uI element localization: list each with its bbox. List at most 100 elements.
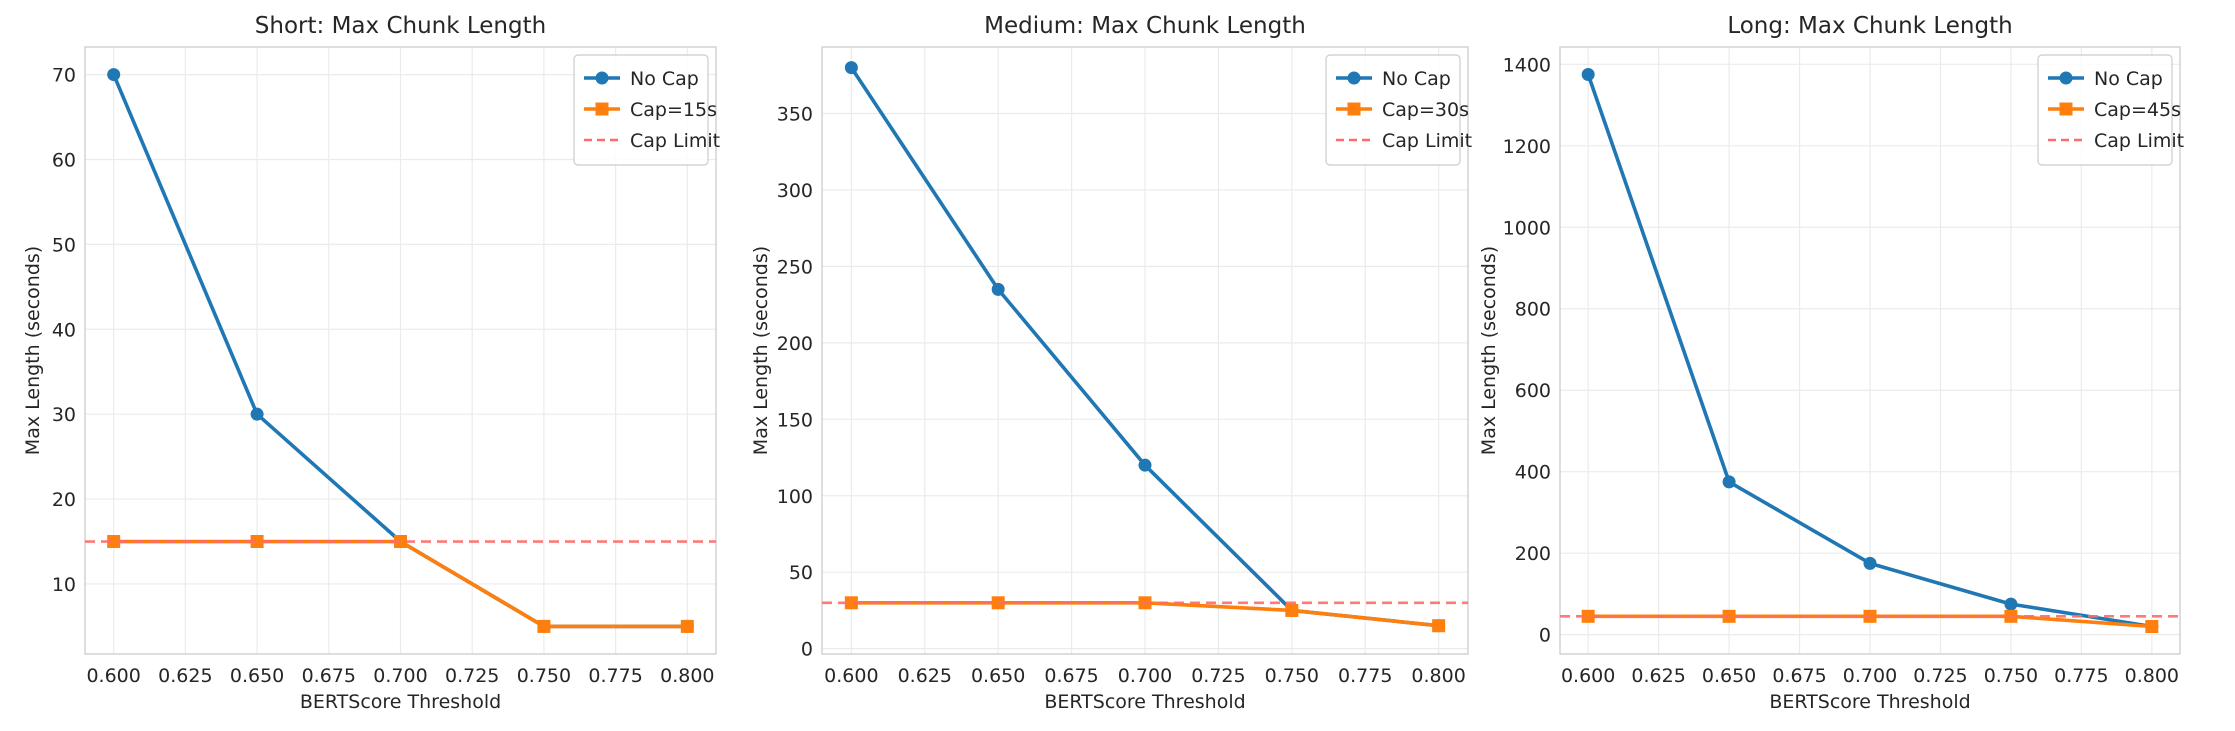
data-point-no-cap: [107, 68, 121, 82]
chart-panel-1: Short: Max Chunk Length 0.600 0.625 0.650 0.…: [22, 13, 720, 713]
legend: No Cap Cap=15s Cap Limit: [573, 54, 720, 166]
data-point-cap: [394, 535, 407, 549]
y-tick-label: 200: [1515, 543, 1551, 565]
data-point-no-cap: [1863, 556, 1877, 570]
y-tick-label: 0: [801, 639, 813, 661]
plot-frame: [1559, 46, 2181, 655]
x-tick-label: 0.625: [1631, 665, 1685, 687]
y-tick-label: 300: [777, 180, 813, 202]
y-axis-label: Max Length (seconds): [750, 246, 772, 455]
chart-panel-2: Medium: Max Chunk Length 0.600 0.625 0.650 0…: [750, 13, 1472, 713]
legend-marker-square: [2059, 102, 2073, 116]
x-tick-label: 0.675: [1772, 665, 1826, 687]
x-tick-label: 0.725: [1191, 665, 1245, 687]
chart-title: Long: Max Chunk Length: [1727, 13, 2012, 39]
x-tick-label: 0.600: [824, 665, 878, 687]
data-point-cap: [2145, 620, 2159, 634]
legend-label: Cap=15s: [630, 99, 717, 121]
y-tick-label: 100: [777, 486, 813, 508]
data-point-no-cap: [250, 407, 264, 421]
plot-frame: [84, 46, 717, 655]
data-point-no-cap: [844, 61, 858, 75]
x-tick-label: 0.775: [1338, 665, 1392, 687]
x-axis-label: BERTScore Threshold: [1044, 691, 1245, 713]
data-point-cap: [844, 596, 858, 610]
x-tick-label: 0.650: [1702, 665, 1756, 687]
data-point-cap: [107, 535, 121, 549]
legend-label: No Cap: [630, 68, 699, 90]
y-tick-label: 200: [777, 333, 813, 355]
y-tick-label: 30: [52, 404, 76, 426]
data-point-no-cap: [1138, 458, 1152, 472]
y-tick-label: 1000: [1503, 217, 1551, 239]
x-tick-label: 0.725: [1913, 665, 1967, 687]
x-tick-label: 0.800: [660, 665, 714, 687]
x-tick-label: 0.750: [517, 665, 571, 687]
x-tick-label: 0.600: [1561, 665, 1615, 687]
legend-label: Cap Limit: [630, 130, 720, 152]
x-tick-label: 0.775: [588, 665, 642, 687]
y-tick-label: 400: [1515, 462, 1551, 484]
legend-marker-circle: [595, 71, 609, 85]
data-point-no-cap: [2004, 597, 2018, 611]
legend-marker-circle: [1347, 71, 1361, 85]
x-tick-label: 0.625: [158, 665, 212, 687]
legend-label: Cap=30s: [1382, 99, 1469, 121]
y-tick-label: 50: [789, 562, 813, 584]
legend-marker-circle: [2059, 71, 2073, 85]
x-tick-label: 0.750: [1984, 665, 2038, 687]
data-point-no-cap: [1581, 67, 1595, 81]
y-tick-label: 250: [777, 256, 813, 278]
legend-marker-square: [1347, 102, 1361, 116]
x-tick-label: 0.675: [1044, 665, 1098, 687]
legend-box: [573, 54, 709, 166]
x-tick-label: 0.700: [373, 665, 427, 687]
legend: No Cap Cap=30s Cap Limit: [1325, 54, 1472, 166]
y-tick-label: 70: [52, 65, 76, 87]
y-tick-label: 800: [1515, 299, 1551, 321]
legend-label: No Cap: [1382, 68, 1451, 90]
x-tick-label: 0.750: [1265, 665, 1319, 687]
x-tick-label: 0.800: [1411, 665, 1465, 687]
data-point-cap: [1432, 619, 1446, 633]
chart-panel-3: Long: Max Chunk Length 0.600 0.625 0.650 0.6…: [1478, 13, 2184, 713]
x-axis-label: BERTScore Threshold: [300, 691, 501, 713]
x-tick-label: 0.650: [230, 665, 284, 687]
data-point-no-cap: [991, 282, 1005, 296]
x-tick-label: 0.600: [86, 665, 140, 687]
x-tick-label: 0.800: [2125, 665, 2179, 687]
y-tick-label: 60: [52, 149, 76, 171]
legend-label: Cap Limit: [1382, 130, 1472, 152]
legend-label: Cap Limit: [2094, 130, 2184, 152]
y-tick-label: 1200: [1503, 136, 1551, 158]
x-tick-label: 0.700: [1843, 665, 1897, 687]
y-tick-label: 1400: [1503, 54, 1551, 76]
data-point-cap: [680, 619, 694, 633]
x-tick-label: 0.625: [898, 665, 952, 687]
y-tick-label: 40: [52, 319, 76, 341]
data-point-cap: [537, 619, 551, 633]
x-tick-label: 0.650: [971, 665, 1025, 687]
y-axis-label: Max Length (seconds): [1478, 246, 1500, 455]
legend-label: Cap=45s: [2094, 99, 2181, 121]
legend: No Cap Cap=45s Cap Limit: [2037, 54, 2184, 166]
x-axis-label: BERTScore Threshold: [1769, 691, 1970, 713]
plot-frame: [821, 46, 1469, 655]
chart-title: Short: Max Chunk Length: [255, 13, 546, 39]
data-point-no-cap: [1722, 475, 1736, 489]
x-tick-label: 0.675: [302, 665, 356, 687]
x-tick-label: 0.725: [445, 665, 499, 687]
y-tick-label: 600: [1515, 380, 1551, 402]
legend-box: [1325, 54, 1461, 166]
y-tick-label: 50: [52, 234, 76, 256]
legend-box: [2037, 54, 2173, 166]
legend-marker-square: [595, 102, 609, 116]
data-point-cap: [1285, 603, 1299, 617]
y-axis-label: Max Length (seconds): [22, 246, 44, 455]
x-tick-label: 0.775: [2054, 665, 2108, 687]
data-point-cap: [250, 535, 264, 549]
chart-title: Medium: Max Chunk Length: [984, 13, 1306, 39]
y-tick-label: 150: [777, 409, 813, 431]
legend-label: No Cap: [2094, 68, 2163, 90]
